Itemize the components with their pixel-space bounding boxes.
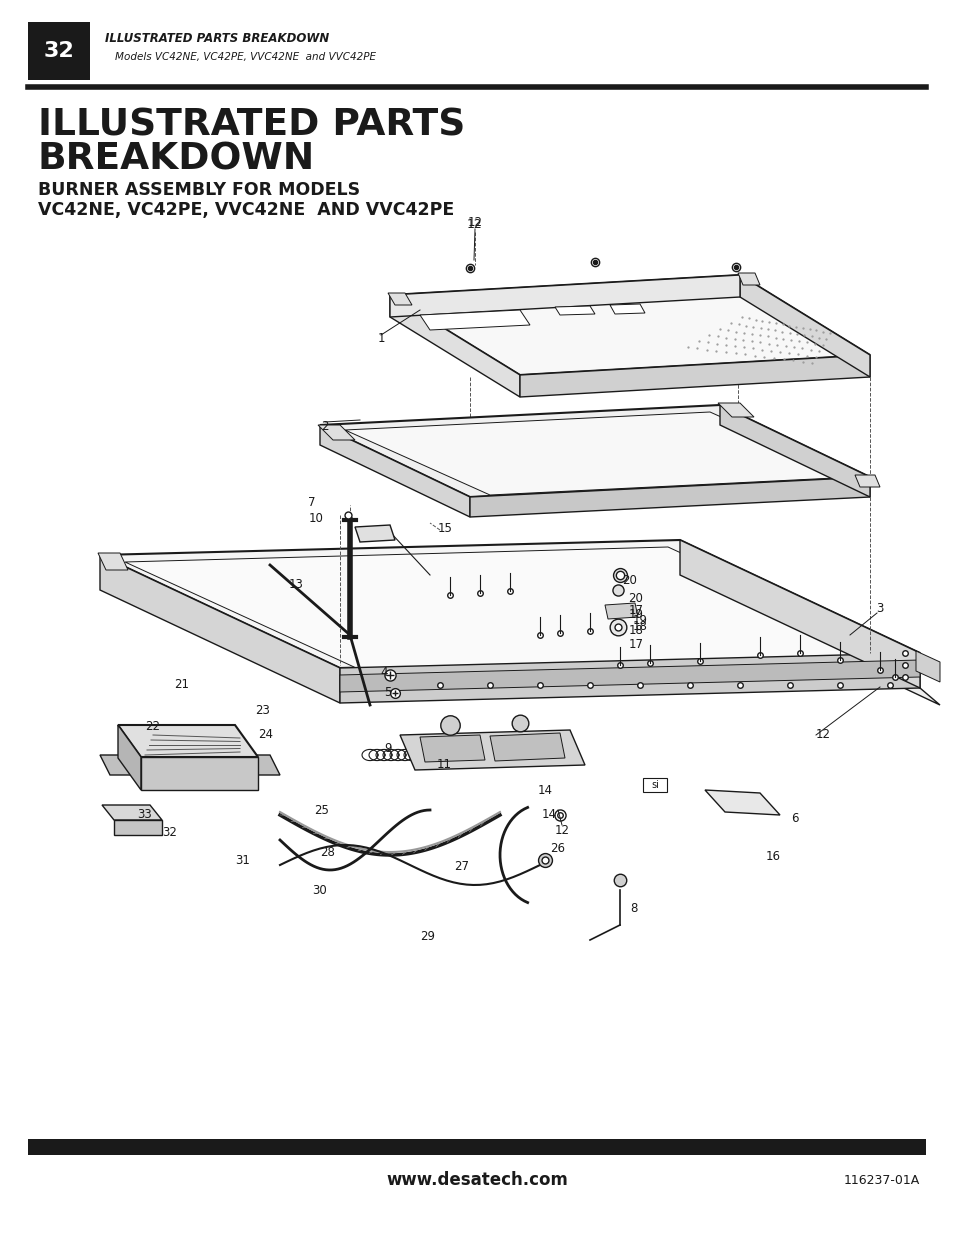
Text: 18: 18 <box>632 620 647 634</box>
Polygon shape <box>738 273 760 285</box>
Polygon shape <box>679 576 939 705</box>
Text: 23: 23 <box>255 704 270 718</box>
Polygon shape <box>118 725 257 757</box>
Text: 14: 14 <box>537 783 552 797</box>
Polygon shape <box>419 735 484 762</box>
Text: 18: 18 <box>628 624 642 636</box>
Polygon shape <box>390 295 519 396</box>
Text: 24: 24 <box>258 729 274 741</box>
Polygon shape <box>720 405 869 496</box>
Polygon shape <box>679 540 919 688</box>
Polygon shape <box>319 425 470 517</box>
Text: 25: 25 <box>314 804 329 818</box>
Bar <box>28 1139 925 1155</box>
Text: BREAKDOWN: BREAKDOWN <box>38 142 314 178</box>
Polygon shape <box>490 734 564 761</box>
Polygon shape <box>470 477 869 517</box>
Polygon shape <box>345 412 854 495</box>
Text: 26: 26 <box>550 841 565 855</box>
Text: 116237-01A: 116237-01A <box>842 1173 919 1187</box>
Text: 32: 32 <box>162 825 177 839</box>
Polygon shape <box>317 425 355 440</box>
Polygon shape <box>125 547 907 672</box>
Text: 28: 28 <box>320 846 335 860</box>
Text: 14: 14 <box>541 809 556 821</box>
Text: 33: 33 <box>137 809 152 821</box>
Polygon shape <box>390 275 740 317</box>
Text: 12: 12 <box>554 825 569 837</box>
Polygon shape <box>100 540 919 668</box>
Text: 19: 19 <box>632 615 647 627</box>
Text: ILLUSTRATED PARTS BREAKDOWN: ILLUSTRATED PARTS BREAKDOWN <box>105 32 329 46</box>
Text: 16: 16 <box>764 851 780 863</box>
Text: BURNER ASSEMBLY FOR MODELS: BURNER ASSEMBLY FOR MODELS <box>38 182 359 199</box>
Polygon shape <box>519 354 869 396</box>
Text: 8: 8 <box>630 902 637 914</box>
Text: 9: 9 <box>384 741 392 755</box>
Polygon shape <box>100 555 339 703</box>
Polygon shape <box>100 755 280 776</box>
Polygon shape <box>319 405 869 496</box>
Text: 11: 11 <box>436 758 451 772</box>
Text: 12: 12 <box>815 729 830 741</box>
Bar <box>28 22 90 80</box>
Polygon shape <box>718 403 753 417</box>
Polygon shape <box>854 475 879 487</box>
Polygon shape <box>609 304 644 314</box>
Polygon shape <box>98 553 128 571</box>
Text: 32: 32 <box>44 41 74 61</box>
Text: 17: 17 <box>628 604 643 616</box>
Polygon shape <box>419 310 530 330</box>
Polygon shape <box>915 651 939 682</box>
Text: 30: 30 <box>313 884 327 898</box>
Polygon shape <box>740 275 869 377</box>
Text: www.desatech.com: www.desatech.com <box>386 1171 567 1189</box>
Polygon shape <box>102 805 162 820</box>
Text: 17: 17 <box>628 638 643 652</box>
Text: 27: 27 <box>454 861 469 873</box>
Polygon shape <box>355 525 395 542</box>
Bar <box>642 778 666 792</box>
Text: 10: 10 <box>308 511 323 525</box>
Text: ILLUSTRATED PARTS: ILLUSTRATED PARTS <box>38 107 465 143</box>
Polygon shape <box>399 730 584 769</box>
Text: 2: 2 <box>321 420 329 433</box>
Text: 3: 3 <box>876 603 882 615</box>
Polygon shape <box>390 275 869 375</box>
Text: 13: 13 <box>288 578 303 592</box>
Text: Models VC42NE, VC42PE, VVC42NE  and VVC42PE: Models VC42NE, VC42PE, VVC42NE and VVC42… <box>115 52 375 62</box>
Text: 4: 4 <box>380 667 387 679</box>
Polygon shape <box>604 603 638 619</box>
Text: si: si <box>650 781 659 790</box>
Polygon shape <box>704 790 780 815</box>
Text: 5: 5 <box>384 685 392 699</box>
Text: 12: 12 <box>467 219 482 231</box>
Polygon shape <box>555 306 595 315</box>
Polygon shape <box>113 820 162 835</box>
Polygon shape <box>339 653 919 703</box>
Polygon shape <box>388 293 412 305</box>
Text: 31: 31 <box>235 853 251 867</box>
Text: 20: 20 <box>622 574 637 588</box>
Text: 7: 7 <box>308 496 315 510</box>
Text: 29: 29 <box>420 930 435 944</box>
Text: 1: 1 <box>376 332 384 346</box>
Text: 22: 22 <box>146 720 160 734</box>
Polygon shape <box>141 757 257 790</box>
Text: 19: 19 <box>628 609 643 621</box>
Text: 20: 20 <box>628 593 642 605</box>
Polygon shape <box>118 725 141 790</box>
Text: 12: 12 <box>467 215 482 228</box>
Text: VC42NE, VC42PE, VVC42NE  AND VVC42PE: VC42NE, VC42PE, VVC42NE AND VVC42PE <box>38 201 454 219</box>
Text: 6: 6 <box>790 813 798 825</box>
Polygon shape <box>339 659 919 692</box>
Text: 15: 15 <box>437 521 452 535</box>
Text: 21: 21 <box>174 678 190 692</box>
